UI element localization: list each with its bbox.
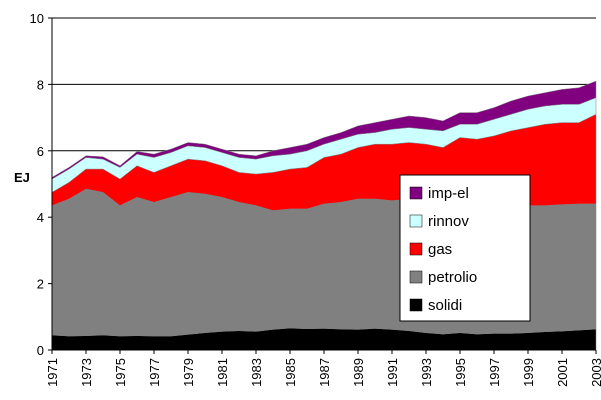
legend-label: imp-el [428, 185, 469, 202]
x-tick-label: 1975 [113, 358, 128, 387]
x-tick-label: 1981 [215, 358, 230, 387]
x-tick-label: 1985 [283, 358, 298, 387]
area [51, 80, 597, 180]
legend-swatch [409, 186, 423, 200]
legend-label: solidi [428, 297, 462, 314]
x-tick-label: 1997 [487, 358, 502, 387]
x-tick-label: 1999 [521, 358, 536, 387]
y-tick-label: 4 [37, 210, 44, 225]
legend-label: gas [428, 241, 452, 258]
x-tick-label: 2003 [589, 358, 601, 387]
legend-swatch [409, 242, 423, 256]
y-tick-label: 8 [37, 77, 44, 92]
legend-swatch [409, 298, 423, 312]
x-tick-label: 1993 [419, 358, 434, 387]
x-tick-label: 1987 [317, 358, 332, 387]
legend-label: rinnov [428, 213, 469, 230]
y-tick-label: 10 [30, 11, 44, 26]
legend-swatch [409, 214, 423, 228]
x-tick-label: 1983 [249, 358, 264, 387]
x-tick-label: 2001 [555, 358, 570, 387]
legend-swatch [409, 270, 423, 284]
y-tick-label: 6 [37, 144, 44, 159]
x-tick-label: 1979 [181, 358, 196, 387]
y-tick-label: 2 [37, 277, 44, 292]
y-axis-label: EJ [14, 170, 30, 185]
legend: imp-el rinnov gas petrolio solidi [399, 174, 531, 322]
x-tick-label: 1977 [147, 358, 162, 387]
legend-label: petrolio [428, 269, 477, 286]
x-tick-label: 1991 [385, 358, 400, 387]
y-tick-label: 0 [37, 343, 44, 358]
x-tick-label: 1989 [351, 358, 366, 387]
x-tick-label: 1995 [453, 358, 468, 387]
x-tick-label: 1971 [45, 358, 60, 387]
x-tick-label: 1973 [79, 358, 94, 387]
